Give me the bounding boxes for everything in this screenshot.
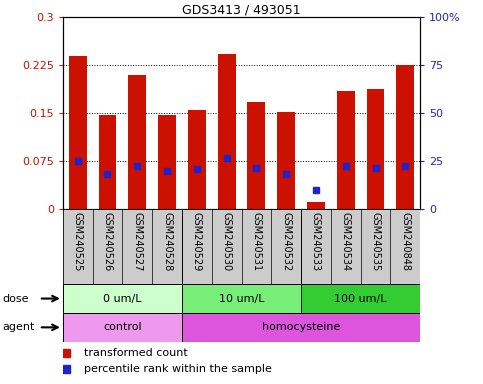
- Text: 0 um/L: 0 um/L: [103, 293, 142, 304]
- Bar: [63, 284, 182, 313]
- Text: 100 um/L: 100 um/L: [334, 293, 387, 304]
- FancyBboxPatch shape: [63, 209, 182, 284]
- Text: control: control: [103, 322, 142, 333]
- Bar: [69, 56, 86, 209]
- Text: homocysteine: homocysteine: [262, 322, 340, 333]
- Text: GSM240525: GSM240525: [72, 212, 83, 271]
- Bar: [397, 65, 414, 209]
- Bar: [218, 55, 236, 209]
- Text: percentile rank within the sample: percentile rank within the sample: [84, 364, 272, 374]
- Bar: [99, 114, 116, 209]
- Bar: [337, 91, 355, 209]
- Bar: [182, 313, 420, 342]
- Text: GSM240848: GSM240848: [400, 212, 411, 270]
- Bar: [158, 114, 176, 209]
- FancyBboxPatch shape: [301, 209, 420, 284]
- Bar: [247, 102, 265, 209]
- Text: GSM240530: GSM240530: [222, 212, 232, 271]
- Text: GSM240526: GSM240526: [102, 212, 113, 271]
- Bar: [182, 284, 301, 313]
- Bar: [63, 313, 182, 342]
- Title: GDS3413 / 493051: GDS3413 / 493051: [182, 3, 301, 16]
- Text: transformed count: transformed count: [84, 348, 188, 358]
- Text: GSM240528: GSM240528: [162, 212, 172, 271]
- FancyBboxPatch shape: [182, 209, 301, 284]
- Text: GSM240532: GSM240532: [281, 212, 291, 271]
- Text: GSM240531: GSM240531: [251, 212, 261, 271]
- Text: GSM240529: GSM240529: [192, 212, 202, 271]
- Text: dose: dose: [2, 293, 29, 304]
- Bar: [128, 75, 146, 209]
- Bar: [277, 112, 295, 209]
- Text: GSM240535: GSM240535: [370, 212, 381, 271]
- Text: GSM240527: GSM240527: [132, 212, 142, 271]
- Bar: [367, 89, 384, 209]
- Text: 10 um/L: 10 um/L: [219, 293, 264, 304]
- Bar: [188, 110, 206, 209]
- Text: agent: agent: [2, 322, 35, 333]
- Bar: [307, 202, 325, 209]
- Bar: [301, 284, 420, 313]
- Text: GSM240533: GSM240533: [311, 212, 321, 271]
- Text: GSM240534: GSM240534: [341, 212, 351, 271]
